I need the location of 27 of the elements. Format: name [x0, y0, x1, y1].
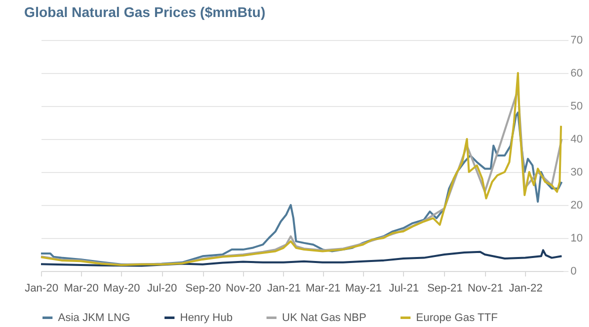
legend-label: Europe Gas TTF [416, 312, 498, 324]
x-tick-label: Nov-21 [468, 282, 504, 294]
x-tick-label: Mar-21 [306, 282, 340, 294]
x-tick-label: Sep-21 [427, 282, 463, 294]
y-tick-label: 50 [570, 100, 583, 112]
x-tick-label: Nov-20 [226, 282, 262, 294]
y-tick-label: 0 [570, 266, 577, 278]
y-tick-label: 20 [570, 200, 583, 212]
x-tick-label: Jul-20 [147, 282, 178, 294]
legend-label: Asia JKM LNG [58, 312, 130, 324]
line-series [40, 249, 563, 267]
x-tick-label: Jul-21 [388, 282, 419, 294]
x-tick-label: Jan-22 [508, 282, 543, 294]
x-tick-label: May-20 [103, 282, 140, 294]
y-tick-label: 40 [570, 134, 583, 146]
chart-title: Global Natural Gas Prices ($mmBtu) [24, 4, 266, 20]
x-tick-label: Jan-20 [24, 282, 58, 294]
x-tick-label: Jan-21 [267, 282, 301, 294]
legend-label: Henry Hub [180, 312, 233, 324]
y-tick-label: 10 [570, 232, 583, 244]
y-tick-label: 30 [570, 166, 583, 178]
x-tick-label: May-21 [345, 282, 382, 294]
y-tick-label: 70 [570, 34, 583, 46]
x-tick-label: Mar-20 [64, 282, 99, 294]
x-tick-label: Sep-20 [185, 282, 221, 294]
legend-label: UK Nat Gas NBP [282, 312, 366, 324]
y-tick-label: 60 [570, 68, 583, 80]
